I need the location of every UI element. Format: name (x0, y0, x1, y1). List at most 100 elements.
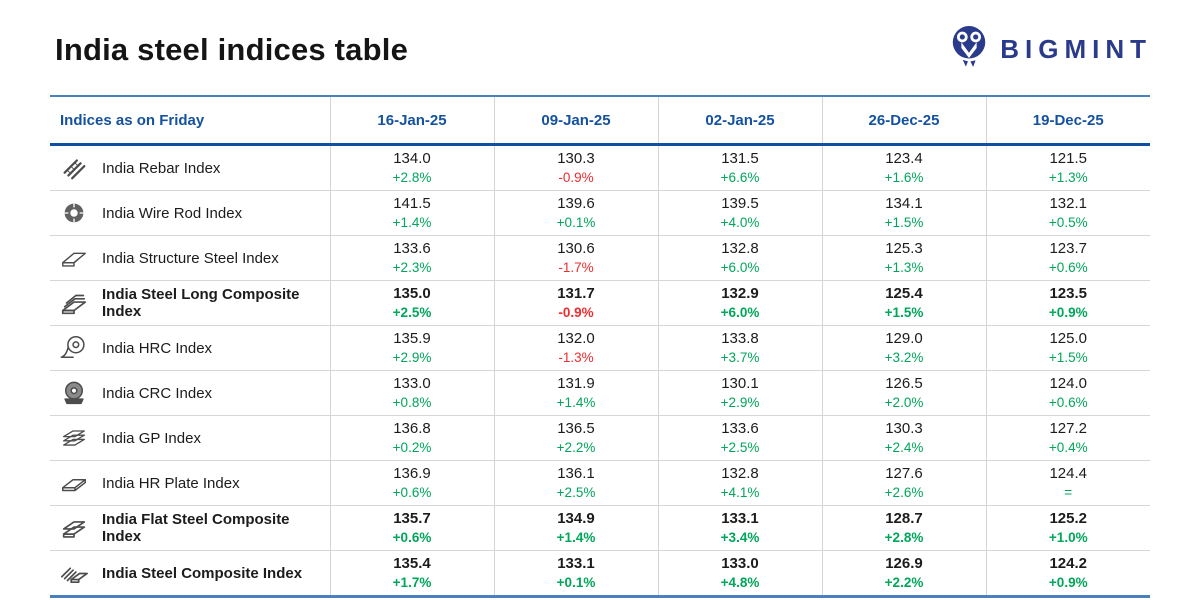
index-value: 133.0 (721, 555, 759, 573)
wow-change: +2.9% (720, 394, 760, 410)
wow-change: +1.3% (1048, 169, 1088, 185)
index-value-cell: 134.9 +1.4% (493, 505, 658, 551)
index-value-cell: 123.7 +0.6% (985, 235, 1150, 281)
indices-table: Indices as on Friday 16-Jan-25 09-Jan-25… (50, 95, 1150, 598)
wow-change: +1.4% (556, 394, 596, 410)
index-label-cell: India HRC Index (50, 325, 330, 371)
index-value-cell: 124.2 +0.9% (985, 550, 1150, 598)
index-label-cell: India Structure Steel Index (50, 235, 330, 281)
wow-change: +3.2% (884, 349, 924, 365)
long-steel-stack-icon (58, 287, 90, 319)
wow-change: -0.9% (558, 304, 594, 320)
index-value: 130.6 (557, 240, 595, 258)
index-value-cell: 132.1 +0.5% (985, 190, 1150, 236)
index-value: 136.1 (557, 465, 595, 483)
index-label-cell: India Steel Long Composite Index (50, 280, 330, 326)
index-value: 127.2 (1049, 420, 1088, 438)
index-name: India Structure Steel Index (102, 249, 279, 267)
index-value: 132.9 (721, 285, 759, 303)
index-value: 131.9 (557, 375, 595, 393)
wow-change: -1.3% (558, 349, 594, 365)
table-row: India HR Plate Index 136.9 +0.6% 136.1 +2.5%… (50, 460, 1150, 506)
index-value: 141.5 (393, 195, 431, 213)
index-name: India GP Index (102, 429, 201, 447)
index-value-cell: 136.5 +2.2% (493, 415, 658, 461)
wow-change: +2.9% (392, 349, 432, 365)
index-value-cell: 133.0 +0.8% (329, 370, 494, 416)
index-value: 125.4 (885, 285, 923, 303)
wow-change: +1.5% (1048, 349, 1088, 365)
index-value: 133.6 (721, 420, 759, 438)
index-value: 132.8 (721, 240, 759, 258)
hr-plate-icon (58, 467, 90, 499)
wow-change: +1.7% (392, 574, 432, 590)
index-value-cell: 141.5 +1.4% (329, 190, 494, 236)
index-value: 134.9 (557, 510, 595, 528)
wow-change: +2.2% (884, 574, 924, 590)
wow-change: +1.4% (556, 529, 596, 545)
index-value: 123.5 (1049, 285, 1088, 303)
rebar-icon (58, 152, 90, 184)
column-header-label: Indices as on Friday (50, 95, 330, 146)
index-value-cell: 133.6 +2.5% (657, 415, 822, 461)
table-row: India Flat Steel Composite Index 135.7 +0.… (50, 505, 1150, 551)
index-value: 134.1 (885, 195, 923, 213)
index-name: India Steel Long Composite Index (102, 286, 300, 320)
index-value: 134.0 (393, 150, 431, 168)
index-value-cell: 136.8 +0.2% (329, 415, 494, 461)
table-row: India Steel Composite Index 135.4 +1.7% 133… (50, 550, 1150, 598)
index-value-cell: 132.8 +4.1% (657, 460, 822, 506)
index-value: 135.0 (393, 285, 431, 303)
wow-change: +0.6% (392, 484, 432, 500)
brand-logo: BIGMINT (948, 24, 1152, 75)
column-header-date: 16-Jan-25 (329, 95, 494, 146)
index-value-cell: 125.2 +1.0% (985, 505, 1150, 551)
index-value: 129.0 (885, 330, 923, 348)
index-value-cell: 132.9 +6.0% (657, 280, 822, 326)
index-label-cell: India Rebar Index (50, 144, 330, 191)
index-value-cell: 128.7 +2.8% (821, 505, 986, 551)
flat-steel-stack-icon (58, 512, 90, 544)
index-label-cell: India Flat Steel Composite Index (50, 505, 330, 551)
wow-change: +4.0% (720, 214, 760, 230)
index-value-cell: 123.4 +1.6% (821, 144, 986, 191)
hrc-coil-icon (58, 332, 90, 364)
index-value-cell: 130.3 +2.4% (821, 415, 986, 461)
wow-change: +2.0% (884, 394, 924, 410)
index-value: 121.5 (1049, 150, 1088, 168)
wow-change: +2.4% (884, 439, 924, 455)
index-value: 135.4 (393, 555, 431, 573)
wow-change: -0.9% (558, 169, 594, 185)
index-value: 124.0 (1049, 375, 1088, 393)
index-name: India Rebar Index (102, 159, 221, 177)
steel-composite-icon (58, 557, 90, 589)
index-label-cell: India GP Index (50, 415, 330, 461)
wow-change: -1.7% (558, 259, 594, 275)
index-value-cell: 124.4 = (985, 460, 1150, 506)
index-value-cell: 127.2 +0.4% (985, 415, 1150, 461)
index-value-cell: 135.9 +2.9% (329, 325, 494, 371)
index-value: 133.8 (721, 330, 759, 348)
index-value-cell: 130.1 +2.9% (657, 370, 822, 416)
index-value-cell: 130.3 -0.9% (493, 144, 658, 191)
wow-change: +0.6% (392, 529, 432, 545)
index-value: 136.8 (393, 420, 431, 438)
page-header: India steel indices table BIGMINT (0, 0, 1200, 75)
wow-change: = (1064, 484, 1073, 500)
index-value-cell: 135.7 +0.6% (329, 505, 494, 551)
table-row: India Wire Rod Index 141.5 +1.4% 139.6 +0.1%… (50, 190, 1150, 236)
index-value: 124.4 (1049, 465, 1088, 483)
index-value-cell: 125.0 +1.5% (985, 325, 1150, 371)
wow-change: +1.4% (392, 214, 432, 230)
index-value: 131.7 (557, 285, 595, 303)
wow-change: +1.5% (884, 304, 924, 320)
index-label-cell: India HR Plate Index (50, 460, 330, 506)
index-value-cell: 127.6 +2.6% (821, 460, 986, 506)
index-value-cell: 133.1 +3.4% (657, 505, 822, 551)
index-name: India HRC Index (102, 339, 213, 357)
table-row: India HRC Index 135.9 +2.9% 132.0 -1.3% 133.8… (50, 325, 1150, 371)
index-value: 133.1 (721, 510, 759, 528)
index-value: 136.9 (393, 465, 431, 483)
indices-table-body: India Rebar Index 134.0 +2.8% 130.3 -0.9% 131… (50, 144, 1150, 598)
bigmint-logo-icon (948, 24, 990, 75)
